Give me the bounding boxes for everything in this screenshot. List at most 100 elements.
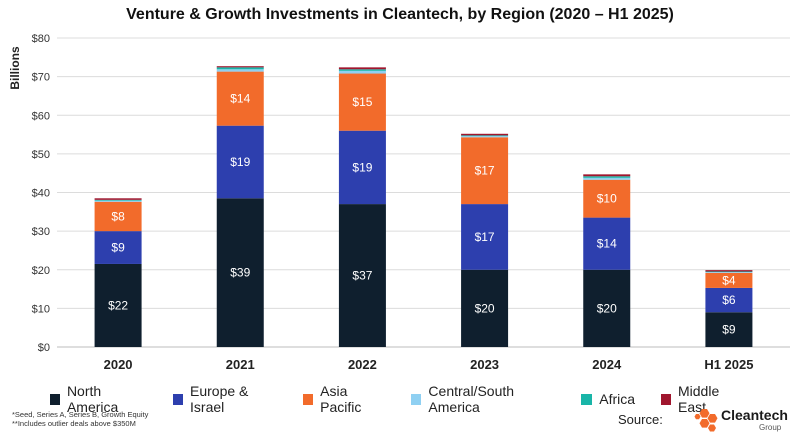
y-tick-label: $0: [38, 342, 50, 354]
data-label: $9: [722, 323, 736, 337]
footnote-2: **Includes outlier deals above $350M: [12, 419, 136, 428]
logo-brand: Cleantech: [721, 407, 788, 423]
legend-label: Africa: [599, 391, 636, 407]
gridlines: [57, 37, 790, 348]
legend-item: Central/South America: [411, 383, 555, 415]
y-axis: $0 $10 $20 $30 $40 $50 $60 $70 $80: [32, 33, 50, 354]
bar-segment: [461, 133, 509, 136]
bar-segment: [461, 137, 509, 205]
legend: North America Europe & Israel Asia Pacific…: [50, 383, 770, 415]
legend-item: North America: [50, 383, 147, 415]
y-tick-label: $20: [32, 265, 50, 277]
data-label: $4: [722, 273, 736, 287]
legend-swatch: [411, 393, 422, 405]
bar-segment: [461, 269, 509, 347]
data-label: $8: [111, 209, 125, 223]
data-labels: $22 $9 $8 $39 $19 $14 $37 $19 $15 $20 $17 $17 $20 $14…: [108, 92, 736, 337]
bar-segment: [338, 130, 386, 205]
bar-segment: [705, 272, 753, 273]
legend-swatch: [50, 393, 60, 405]
x-tick-label: 2023: [470, 357, 499, 372]
x-tick-label: 2021: [226, 357, 255, 372]
bar-segment: [216, 69, 264, 72]
bar-segment: [705, 270, 753, 272]
legend-item: Africa: [581, 383, 635, 415]
legend-swatch: [173, 393, 184, 405]
bar-segment: [338, 204, 386, 347]
bar-segment: [94, 231, 142, 264]
bar-segment: [94, 263, 142, 347]
legend-item: Asia Pacific: [303, 383, 385, 415]
y-tick-label: $10: [32, 303, 50, 315]
data-label: $37: [352, 269, 372, 283]
bar-segment: [705, 271, 753, 273]
x-tick-label: 2020: [104, 357, 133, 372]
bars: [94, 66, 753, 347]
bar-segment: [94, 200, 142, 202]
data-label: $20: [597, 301, 617, 315]
bar-segment: [461, 135, 509, 137]
bar-segment: [583, 217, 631, 270]
bar-segment: [216, 67, 264, 70]
chart-title: Venture & Growth Investments in Cleantec…: [126, 6, 674, 23]
data-label: $19: [230, 155, 250, 169]
legend-label: Middle East: [677, 383, 720, 415]
bar-segment: [338, 70, 386, 74]
data-label: $14: [597, 237, 617, 251]
legend-label: Europe & Israel: [190, 383, 249, 415]
bar-segment: [583, 177, 631, 180]
legend-swatch: [581, 393, 593, 405]
data-label: $15: [352, 95, 372, 109]
data-label: $14: [230, 92, 250, 106]
bar-segment: [461, 204, 509, 270]
bar-segment: [461, 136, 509, 138]
bar-segment: [338, 69, 386, 71]
data-label: $17: [475, 164, 495, 178]
y-axis-label: Billions: [8, 46, 22, 90]
logo-sub: Group: [759, 423, 782, 432]
bar-segment: [705, 272, 753, 288]
bar-segment: [94, 199, 142, 201]
data-label: $6: [722, 293, 736, 307]
x-tick-label: 2024: [592, 357, 622, 372]
bar-segment: [216, 71, 264, 126]
data-label: $20: [475, 301, 495, 315]
source-label: Source:: [618, 412, 663, 427]
y-tick-label: $80: [32, 33, 50, 45]
legend-swatch: [661, 393, 671, 405]
bar-segment: [705, 312, 753, 347]
y-tick-label: $40: [32, 188, 50, 200]
y-tick-label: $70: [32, 72, 50, 84]
bar-segment: [94, 198, 142, 200]
bar-segment: [338, 67, 386, 70]
bar-segment: [94, 201, 142, 232]
y-tick-label: $50: [32, 149, 50, 161]
bar-segment: [216, 198, 264, 347]
legend-label: North America: [66, 383, 119, 415]
cleantech-group-logo: Cleantech Group: [693, 406, 793, 436]
hexagon-logo-icon: [694, 409, 718, 432]
data-label: $9: [111, 241, 125, 255]
footnotes: *Seed, Series A, Series B, Growth Equity…: [12, 410, 148, 428]
data-label: $19: [352, 160, 372, 174]
legend-label: Asia Pacific: [320, 383, 362, 415]
x-tick-label: H1 2025: [704, 357, 753, 372]
bar-segment: [583, 174, 631, 177]
bar-segment: [216, 125, 264, 199]
bar-segment: [216, 66, 264, 68]
bar-segment: [705, 287, 753, 313]
y-tick-label: $60: [32, 110, 50, 122]
data-label: $10: [597, 192, 617, 206]
bar-segment: [338, 73, 386, 131]
legend-item: Middle East: [661, 383, 744, 415]
bar-segment: [583, 269, 631, 347]
data-label: $22: [108, 298, 128, 312]
x-tick-label: 2022: [348, 357, 377, 372]
footnote-1: *Seed, Series A, Series B, Growth Equity: [12, 410, 149, 419]
legend-label: Central/South America: [428, 383, 515, 415]
legend-item: Europe & Israel: [173, 383, 277, 415]
bar-segment: [583, 179, 631, 218]
y-tick-label: $30: [32, 226, 50, 238]
x-axis: 2020 2021 2022 2023 2024 H1 2025: [104, 357, 754, 372]
